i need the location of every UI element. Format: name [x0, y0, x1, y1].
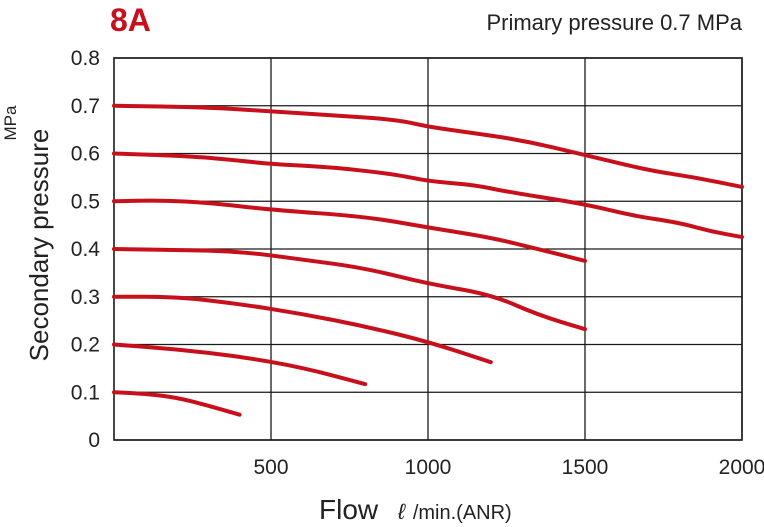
tick-layer: 0 0.1 0.2 0.3 0.4 0.5 0.6 0.7 0.8 500 1000 1500 2000	[71, 47, 764, 479]
x-tick-label: 1000	[405, 456, 452, 479]
y-tick-label: 0	[88, 429, 100, 452]
chart-badge-title: 8A	[110, 2, 151, 38]
series-line	[112, 103, 744, 189]
series-line	[112, 247, 587, 332]
series-line	[112, 151, 744, 240]
y-tick-label: 0.4	[71, 238, 101, 261]
x-tick-label: 2000	[719, 456, 764, 479]
y-tick-label: 0.2	[71, 334, 100, 357]
y-axis-title: Secondary pressure	[24, 129, 54, 362]
series-layer	[112, 103, 744, 417]
grid-layer	[113, 57, 743, 441]
y-tick-label: 0.5	[71, 190, 100, 213]
y-tick-label: 0.8	[71, 47, 100, 70]
primary-pressure-label: Primary pressure 0.7 MPa	[486, 10, 742, 35]
x-axis-title-main: Flow	[319, 494, 379, 525]
y-axis-unit: MPa	[1, 105, 20, 141]
series-line	[112, 294, 493, 365]
x-axis-title: Flow ℓ /min.(ANR)	[319, 494, 512, 525]
x-axis-unit-glyph: ℓ	[397, 499, 406, 524]
y-tick-label: 0.6	[71, 143, 100, 166]
series-line	[112, 198, 587, 263]
x-tick-label: 1500	[562, 456, 609, 479]
x-tick-label: 500	[253, 456, 288, 479]
y-tick-label: 0.3	[71, 286, 100, 309]
series-line	[112, 390, 242, 417]
y-tick-label: 0.1	[71, 381, 100, 404]
x-axis-unit: /min.(ANR)	[413, 502, 512, 524]
y-tick-label: 0.7	[71, 95, 100, 118]
series-line	[112, 342, 368, 387]
